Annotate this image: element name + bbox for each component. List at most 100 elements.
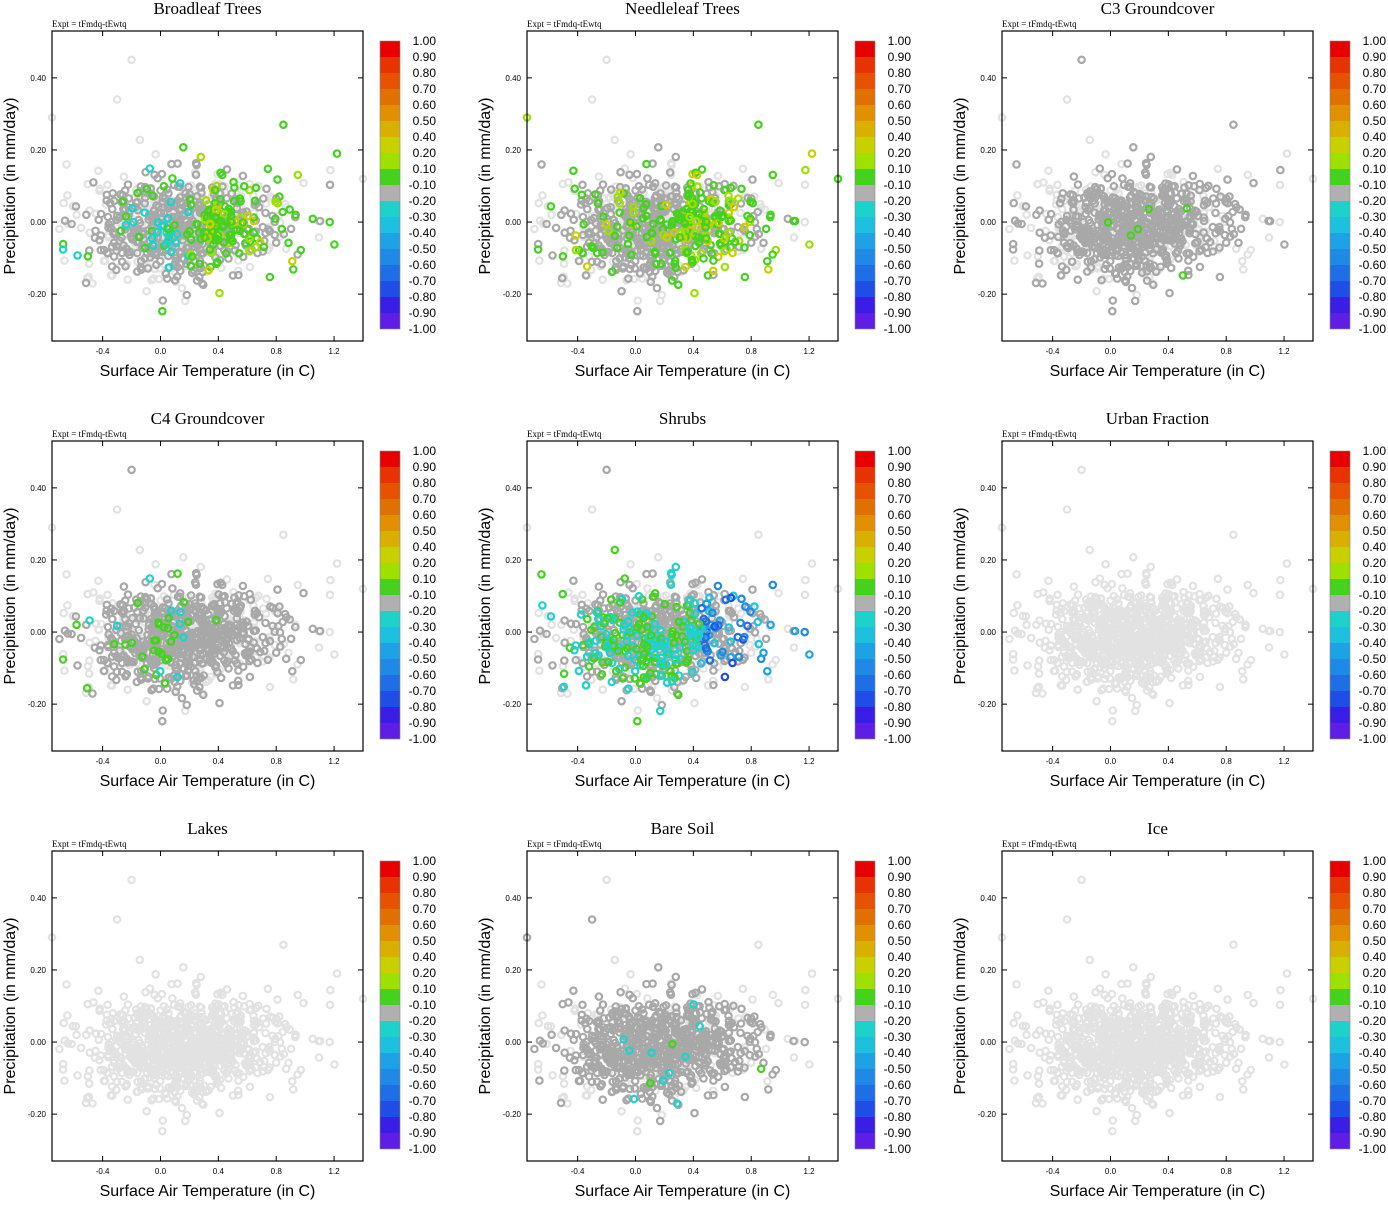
data-point [652,693,662,703]
data-point [203,644,213,653]
data-point [1057,262,1067,271]
data-point [1045,186,1054,196]
data-point [1111,269,1121,279]
data-point [103,590,112,600]
x-tick-label: 0.0 [155,757,167,766]
data-point [263,574,273,584]
data-point [558,179,568,189]
data-point [654,553,663,562]
data-point [278,207,288,217]
data-point [183,617,193,627]
data-point [546,612,556,621]
data-point [1195,246,1204,256]
data-point [106,270,116,280]
data-point [1103,218,1113,227]
data-point [1083,267,1092,276]
data-point [1172,165,1182,174]
data-point [189,658,199,668]
data-point [261,609,271,618]
data-point [584,196,594,206]
data-point [162,595,172,604]
data-point [1212,184,1221,194]
data-point [682,248,691,258]
x-tick-label: 0.4 [213,347,225,356]
data-point [275,628,285,637]
data-point [768,250,777,259]
colorbar-label: 0.80 [1363,66,1387,80]
data-point [162,274,172,283]
data-point [634,181,644,191]
data-point [123,275,133,285]
data-point [285,615,295,624]
colorbar-label: -0.80 [409,290,437,304]
data-point [721,595,731,605]
colorbar-segment [1330,201,1350,217]
data-point [254,612,264,622]
data-point [101,200,111,209]
data-point [686,627,695,637]
data-point [210,185,220,195]
colorbar-label: -0.40 [884,636,912,650]
data-point [119,172,129,181]
data-point [275,602,284,611]
colorbar-label: -0.30 [409,620,437,634]
data-point [639,599,648,608]
data-point [230,627,240,637]
data-point [259,646,269,656]
data-point [728,248,737,258]
colorbar-label: -0.80 [884,290,912,304]
data-point [95,596,104,606]
plot-frame [526,440,839,752]
data-point [140,664,149,674]
data-point [112,211,122,221]
data-point [245,234,254,243]
y-tick-label: 0.40 [980,74,996,83]
data-point [96,655,106,665]
data-point [245,656,254,666]
data-point [233,266,243,276]
data-point [121,212,131,221]
data-point [789,216,798,226]
data-point [1112,224,1122,233]
data-point [299,178,308,188]
colorbar-frame [379,40,401,330]
data-point [186,591,196,600]
data-point [707,249,717,258]
chart-title: Broadleaf Trees [153,0,261,18]
data-point [217,170,227,180]
data-point [646,236,656,246]
data-point [1059,252,1069,261]
data-point [1005,224,1014,234]
data-point [623,239,633,249]
data-point [109,662,119,671]
colorbar-label: -0.50 [409,242,437,256]
data-point [1264,643,1274,652]
data-point [708,676,718,686]
y-tick-label: 0.00 [505,218,521,227]
data-point [235,622,245,631]
data-point [615,208,624,217]
data-point [259,242,269,252]
data-point [1108,296,1118,305]
colorbar-segment [855,201,875,217]
data-point [625,580,634,590]
colorbar-segment [1330,281,1350,297]
data-point [714,639,724,649]
colorbar-segment [1330,121,1350,137]
data-point [159,623,169,632]
colorbar-label: 0.60 [413,98,437,112]
x-tick-label: 0.8 [271,757,283,766]
data-point [759,238,768,248]
data-point [243,211,253,221]
data-point [1084,225,1094,235]
data-point [699,208,709,218]
data-point [175,616,184,625]
colorbar-label: -0.70 [409,684,437,698]
data-point [685,595,695,605]
data-point [189,675,199,685]
colorbar-segment [380,169,400,185]
data-point [671,659,681,669]
data-point [548,661,557,670]
colorbar-label: -0.60 [1359,258,1387,272]
data-point [633,706,643,715]
